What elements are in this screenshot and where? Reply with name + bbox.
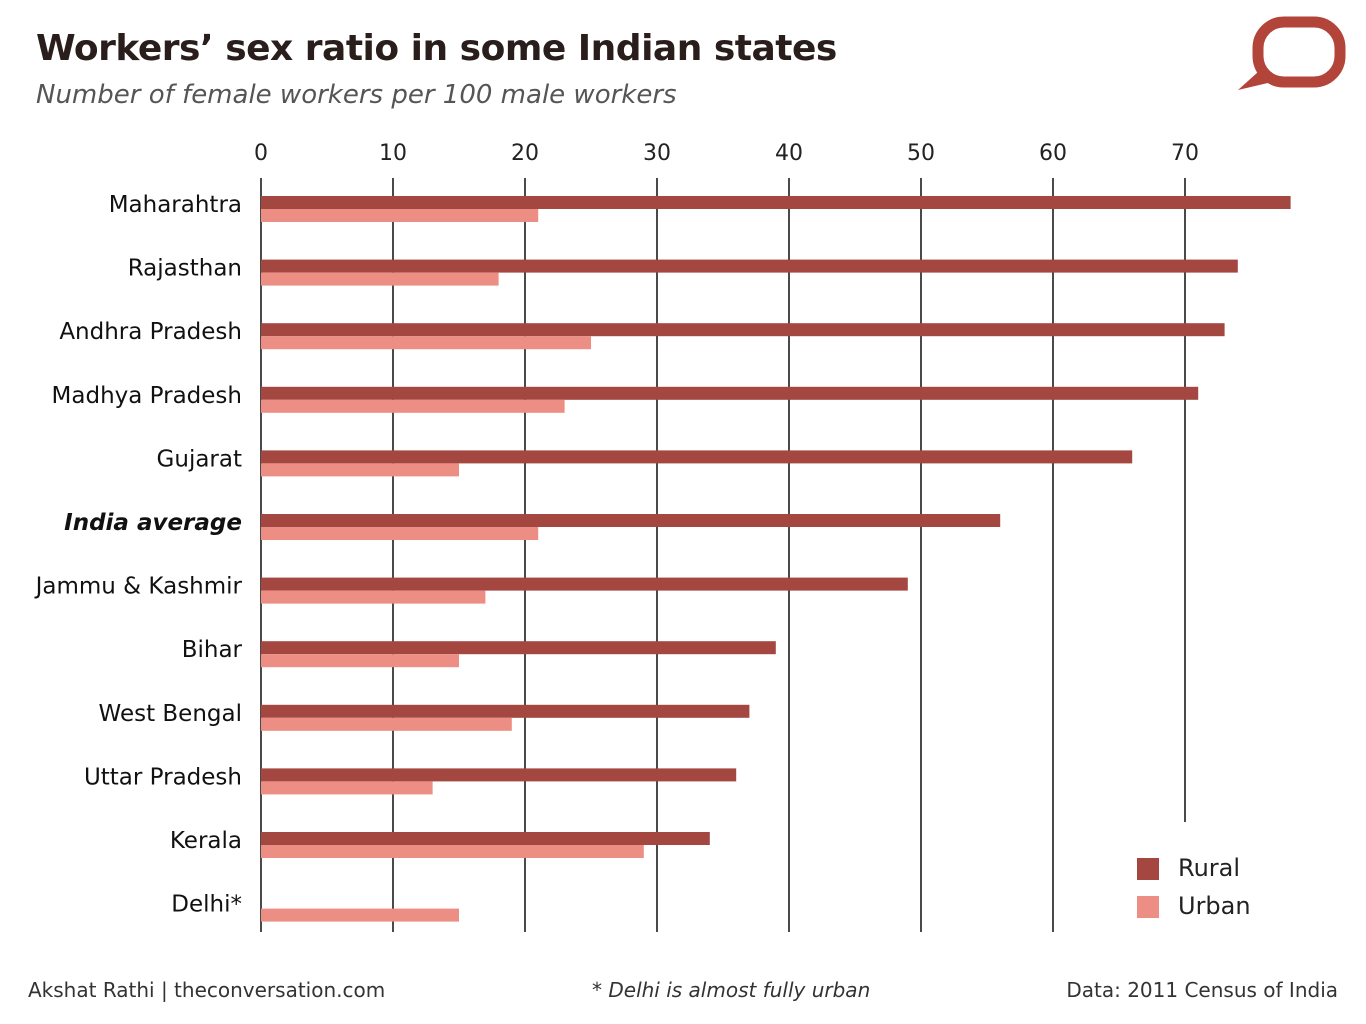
bar-rural [261,514,1001,527]
bar-chart: 0 10 20 30 40 50 60 70 Maharahtra Rajasthan Andhra… [34,141,1291,932]
footer-credit: Akshat Rathi | theconversation.com [28,978,386,1002]
bar-urban [261,272,499,286]
category-label: Andhra Pradesh [59,319,242,345]
bar-rural [261,259,1238,273]
bar-urban [261,781,433,795]
bar-rural [261,704,750,718]
category-label: India average [64,510,242,536]
legend-label-rural: Rural [1178,854,1240,882]
bar-rural [261,832,710,845]
footer-source: Data: 2011 Census of India [1066,978,1338,1002]
chart-title: Workers’ sex ratio in some Indian states [36,28,837,69]
bar-urban [261,527,539,540]
category-label: West Bengal [99,701,242,727]
x-tick-label: 0 [254,141,268,166]
bar-urban [261,908,459,922]
legend-swatch-urban [1137,896,1159,918]
x-tick-label: 10 [379,141,407,166]
category-label: Maharahtra [109,192,242,218]
x-tick-label: 60 [1039,141,1067,166]
category-label: Kerala [170,828,242,854]
bar-rural [261,641,776,655]
bar-rural [261,450,1133,464]
footer-note: * Delhi is almost fully urban [592,978,871,1002]
bar-rural [261,386,1199,400]
legend-swatch-rural [1137,858,1159,880]
x-tick-label: 40 [775,141,803,166]
category-label: Madhya Pradesh [52,383,242,409]
bar-urban [261,845,644,858]
category-label: Rajasthan [128,256,242,282]
bar-urban [261,590,486,604]
category-label: Uttar Pradesh [84,764,242,790]
category-label: Gujarat [157,446,242,472]
x-tick-label: 30 [643,141,671,166]
x-tick-label: 70 [1171,141,1199,166]
category-label: Jammu & Kashmir [34,574,243,600]
bar-rural [261,323,1225,337]
bar-urban [261,399,565,413]
bar-urban [261,717,512,731]
bar-urban [261,209,539,222]
bar-urban [261,654,459,668]
chart-subtitle: Number of female workers per 100 male wo… [36,80,677,110]
bar-urban [261,336,591,350]
x-tick-label: 50 [907,141,935,166]
bar-urban [261,463,459,477]
x-tick-label: 20 [511,141,539,166]
speech-bubble-logo-icon [1238,16,1346,90]
bar-rural [261,768,737,782]
category-label: Bihar [182,637,243,663]
category-label: Delhi* [171,892,242,918]
bar-rural [261,577,908,591]
bar-rural [261,196,1291,209]
legend-label-urban: Urban [1178,892,1251,920]
